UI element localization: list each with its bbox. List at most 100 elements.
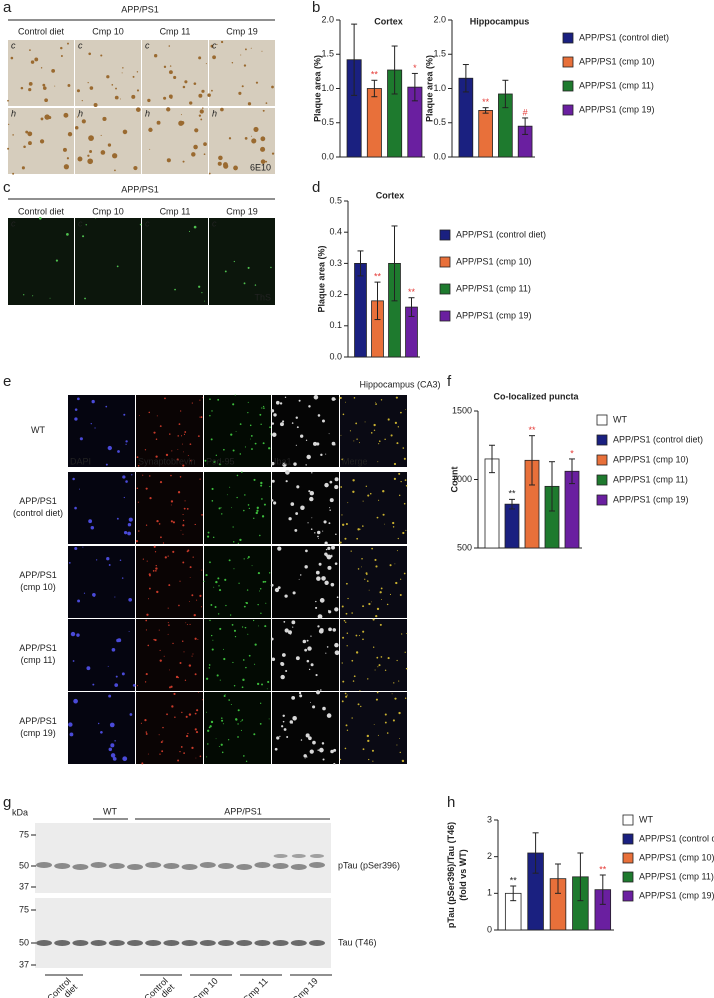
texture xyxy=(271,461,275,466)
texture xyxy=(114,95,119,100)
texture xyxy=(369,492,372,495)
texture xyxy=(389,564,392,567)
texture xyxy=(341,700,344,703)
blot-band xyxy=(236,864,253,870)
texture xyxy=(175,675,179,679)
texture xyxy=(159,481,163,484)
blot-band xyxy=(163,863,180,869)
texture xyxy=(269,426,271,429)
texture xyxy=(371,547,374,550)
texture xyxy=(291,620,296,625)
texture xyxy=(194,128,199,133)
texture xyxy=(119,98,121,100)
texture xyxy=(260,159,266,164)
error-bar xyxy=(532,832,539,874)
texture xyxy=(139,415,140,417)
legend-label: APP/PS1 (control diet) xyxy=(456,229,546,239)
texture xyxy=(236,496,238,499)
texture xyxy=(271,85,274,89)
error-bar xyxy=(522,117,529,135)
texture xyxy=(152,570,155,572)
texture xyxy=(283,728,287,731)
texture xyxy=(243,755,245,757)
chart-title: Cortex xyxy=(374,16,403,26)
row-label-line: APP/PS1 xyxy=(19,716,57,726)
texture xyxy=(234,394,236,396)
texture xyxy=(291,695,296,700)
texture xyxy=(198,93,203,98)
texture xyxy=(331,545,335,550)
row-label-line: (control diet) xyxy=(13,508,63,518)
texture xyxy=(345,582,348,585)
texture xyxy=(174,716,176,718)
texture xyxy=(146,613,149,616)
error-bar xyxy=(569,458,575,485)
y-tick-label: 0.4 xyxy=(329,227,342,237)
texture xyxy=(146,560,148,562)
texture xyxy=(178,423,181,426)
texture xyxy=(252,619,255,622)
texture xyxy=(255,511,258,515)
texture xyxy=(49,297,51,299)
texture xyxy=(277,546,282,551)
texture xyxy=(247,412,249,414)
texture xyxy=(317,535,319,538)
texture xyxy=(259,587,262,590)
texture xyxy=(368,602,371,606)
texture xyxy=(132,684,136,687)
texture xyxy=(148,127,153,133)
texture xyxy=(247,633,249,635)
row-tag: c xyxy=(11,218,16,228)
texture xyxy=(90,526,95,530)
bar xyxy=(354,262,367,358)
micrograph xyxy=(75,218,141,305)
texture xyxy=(261,407,263,409)
texture xyxy=(315,600,317,603)
texture xyxy=(154,638,157,642)
texture xyxy=(63,112,69,118)
texture xyxy=(282,462,287,467)
texture xyxy=(218,507,221,510)
texture xyxy=(292,716,297,721)
texture xyxy=(334,562,338,565)
texture xyxy=(362,638,364,641)
texture xyxy=(377,666,379,668)
texture xyxy=(209,414,211,417)
texture xyxy=(311,517,313,519)
error-bar xyxy=(411,72,418,102)
y-tick-label: 1.5 xyxy=(321,49,334,59)
texture xyxy=(277,586,281,590)
texture xyxy=(117,450,120,453)
texture xyxy=(7,99,9,102)
texture xyxy=(122,129,128,135)
texture xyxy=(155,438,158,440)
blot-band xyxy=(90,940,107,946)
texture xyxy=(189,443,192,446)
texture xyxy=(173,692,176,696)
texture xyxy=(376,656,379,659)
significance: ** xyxy=(508,489,516,499)
texture xyxy=(199,478,201,480)
row-tag: c xyxy=(11,40,16,50)
legend-swatch xyxy=(622,890,634,902)
texture xyxy=(346,645,348,647)
channel-label: Psd-95 xyxy=(206,456,235,466)
texture xyxy=(200,416,203,419)
legend-swatch xyxy=(622,814,634,826)
texture xyxy=(233,260,235,263)
texture xyxy=(218,589,222,592)
texture xyxy=(114,169,116,172)
texture xyxy=(93,103,98,108)
blot-band xyxy=(72,864,89,870)
texture xyxy=(253,733,256,736)
texture xyxy=(145,524,148,526)
texture xyxy=(127,522,132,527)
texture xyxy=(233,541,235,543)
texture xyxy=(330,749,334,754)
texture xyxy=(21,166,25,170)
texture xyxy=(257,603,259,606)
texture xyxy=(376,691,379,694)
column-label: Cmp 10 xyxy=(92,26,124,36)
texture xyxy=(285,669,288,673)
texture xyxy=(313,394,319,400)
